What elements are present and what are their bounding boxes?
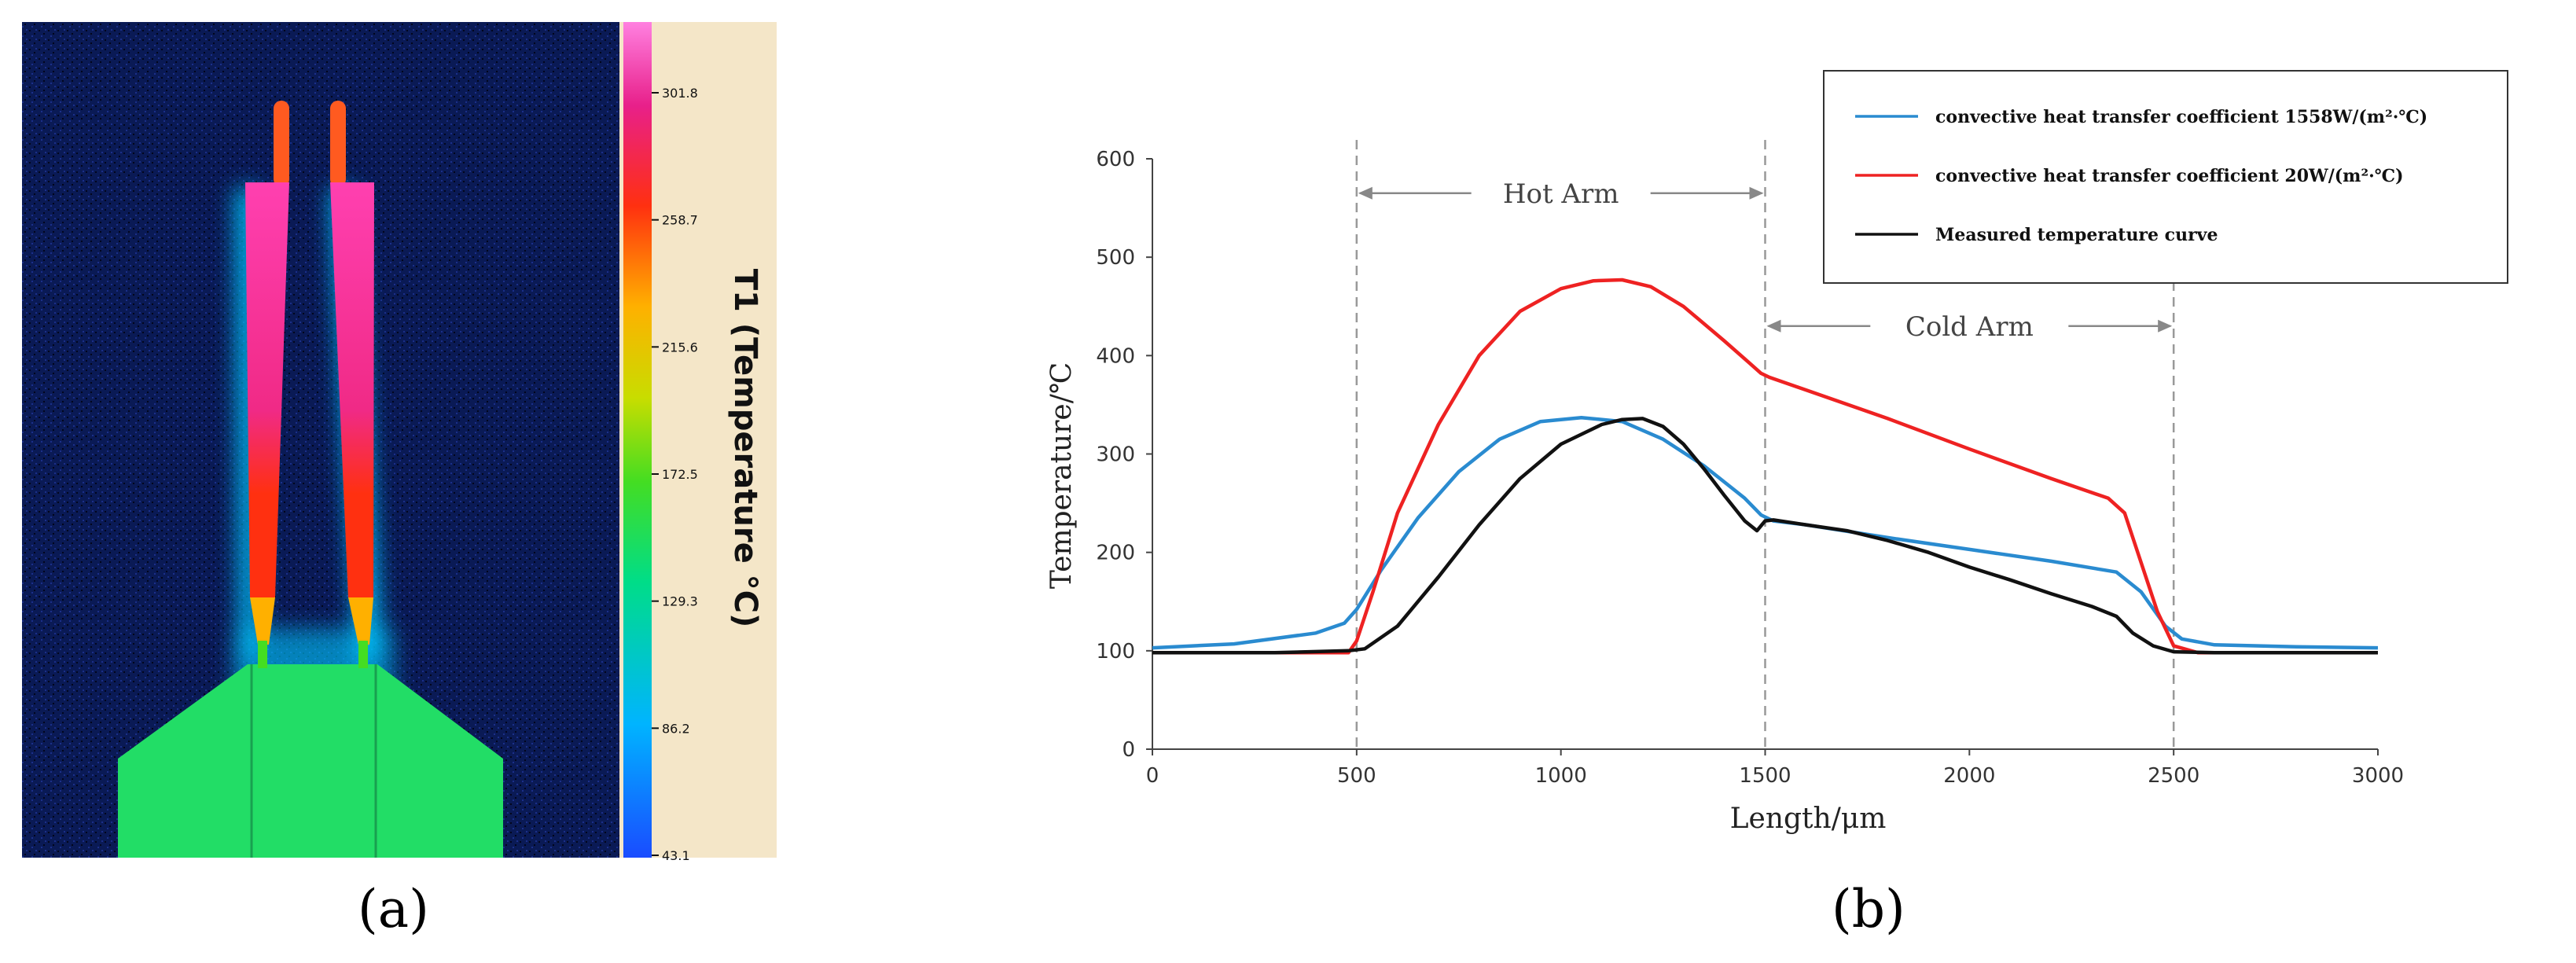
x-tick-label: 1500: [1739, 764, 1791, 788]
x-tick-label: 1000: [1535, 764, 1587, 788]
x-tick-label: 500: [1337, 764, 1376, 788]
chart-axes: 0 500 1000 1500 2000 2500 3000 0 100 200 300 400 500…: [1096, 148, 2404, 788]
annotation-arrowhead: [1749, 186, 1764, 200]
annotation-arrowhead: [1766, 319, 1781, 333]
y-axis-label: Temperature/℃: [1045, 362, 1078, 589]
y-tick-label: 600: [1096, 148, 1135, 171]
y-tick-label: 300: [1096, 443, 1135, 467]
x-tick-label: 2000: [1943, 764, 1995, 788]
y-tick-label: 200: [1096, 542, 1135, 565]
panel-b-label: (b): [1832, 879, 1905, 939]
legend-entry-label: Measured temperature curve: [1935, 225, 2218, 245]
thermal-base-pad: [118, 664, 503, 858]
legend-entry-label: convective heat transfer coefficient 20W…: [1935, 166, 2404, 186]
colorbar-tick-label: 172.5: [662, 467, 698, 482]
y-tick-label: 400: [1096, 344, 1135, 368]
colorbar-tick-label: 258.7: [662, 213, 698, 228]
colorbar-tick-label: 215.6: [662, 340, 698, 355]
colorbar-tick-label: 301.8: [662, 86, 698, 101]
chart-series: [1152, 278, 2379, 655]
chart-annotations: Hot Arm Cold Arm: [1358, 178, 2173, 343]
colorbar: [623, 22, 652, 858]
x-tick-label: 2500: [2148, 764, 2199, 788]
annotation-arrowhead: [2158, 319, 2173, 333]
x-tick-label: 3000: [2352, 764, 2404, 788]
y-tick-label: 100: [1096, 640, 1135, 663]
thermal-right-arm: [330, 101, 374, 668]
series-line-1: [1152, 415, 2379, 650]
legend-box: [1823, 70, 2508, 284]
y-tick-label: 0: [1122, 738, 1135, 762]
colorbar-title: T1 (Temperature °C): [727, 269, 763, 628]
thermal-left-arm: [245, 101, 289, 668]
colorbar-tick-label: 86.2: [662, 721, 690, 736]
annotation-label: Hot Arm: [1503, 178, 1619, 210]
annotation-label: Cold Arm: [1905, 311, 2034, 343]
annotation-arrowhead: [1358, 186, 1373, 200]
chart-legend: convective heat transfer coefficient 155…: [1823, 70, 2508, 284]
series-line-2: [1152, 278, 2378, 655]
x-axis-label: Length/μm: [1730, 803, 1887, 835]
series-line-3: [1152, 417, 2378, 655]
colorbar-tick-label: 129.3: [662, 594, 698, 609]
x-tick-label: 0: [1146, 764, 1159, 788]
y-tick-label: 500: [1096, 246, 1135, 270]
legend-entry-label: convective heat transfer coefficient 155…: [1935, 107, 2427, 127]
panel-a-label: (a): [358, 879, 429, 939]
colorbar-tick-label: 43.1: [662, 848, 690, 863]
